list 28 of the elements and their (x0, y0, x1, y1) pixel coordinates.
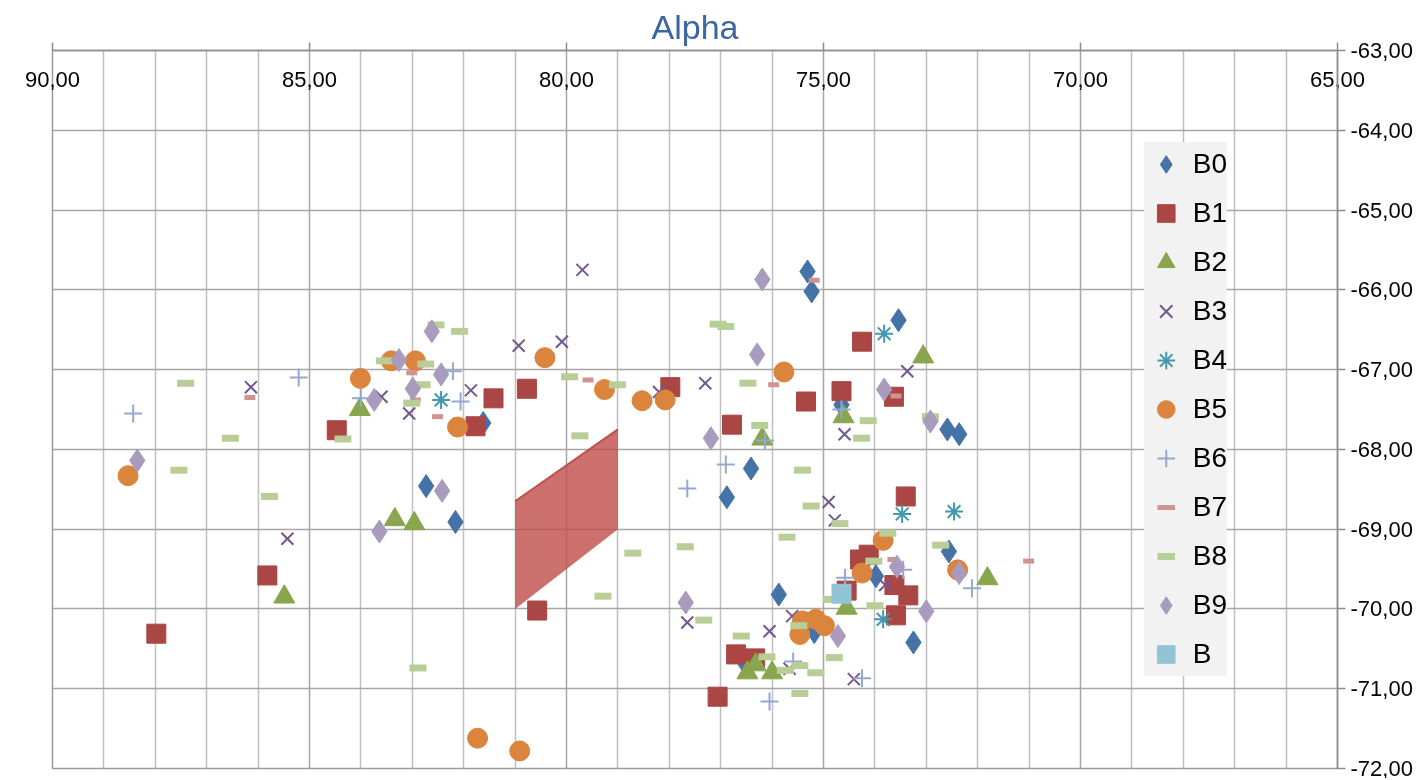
y-tick-label: -72,00 (1350, 756, 1413, 780)
x-tick-label: 75,00 (795, 66, 852, 92)
legend-label: B0 (1192, 148, 1227, 180)
chart-title: Alpha (651, 7, 739, 46)
y-tick-label: -66,00 (1350, 277, 1413, 303)
x-tick-label: 80,00 (538, 66, 595, 92)
x-tick-label: 90,00 (24, 66, 81, 92)
y-tick-label: -64,00 (1350, 117, 1413, 143)
legend-label: B7 (1192, 491, 1227, 523)
y-tick-label: -65,00 (1350, 197, 1413, 223)
legend-label: B9 (1192, 589, 1227, 621)
y-tick-label: -71,00 (1350, 676, 1413, 702)
y-tick-label: -70,00 (1350, 596, 1413, 622)
legend-label: B2 (1192, 246, 1227, 278)
x-tick-label: 85,00 (281, 66, 338, 92)
y-tick-label: -63,00 (1350, 38, 1413, 63)
x-tick-label: 70,00 (1052, 66, 1109, 92)
legend-label: B3 (1192, 295, 1227, 327)
y-tick-label: -67,00 (1350, 357, 1413, 383)
legend-label: B4 (1192, 344, 1227, 376)
legend-label: B8 (1192, 540, 1227, 572)
legend-label: B1 (1192, 197, 1227, 229)
legend-label: B5 (1192, 393, 1227, 425)
y-tick-label: -68,00 (1350, 436, 1413, 462)
y-tick-label: -69,00 (1350, 516, 1413, 542)
legend-label: B (1192, 638, 1213, 670)
legend-label: B6 (1192, 442, 1227, 474)
x-tick-label: 65,00 (1309, 66, 1366, 92)
